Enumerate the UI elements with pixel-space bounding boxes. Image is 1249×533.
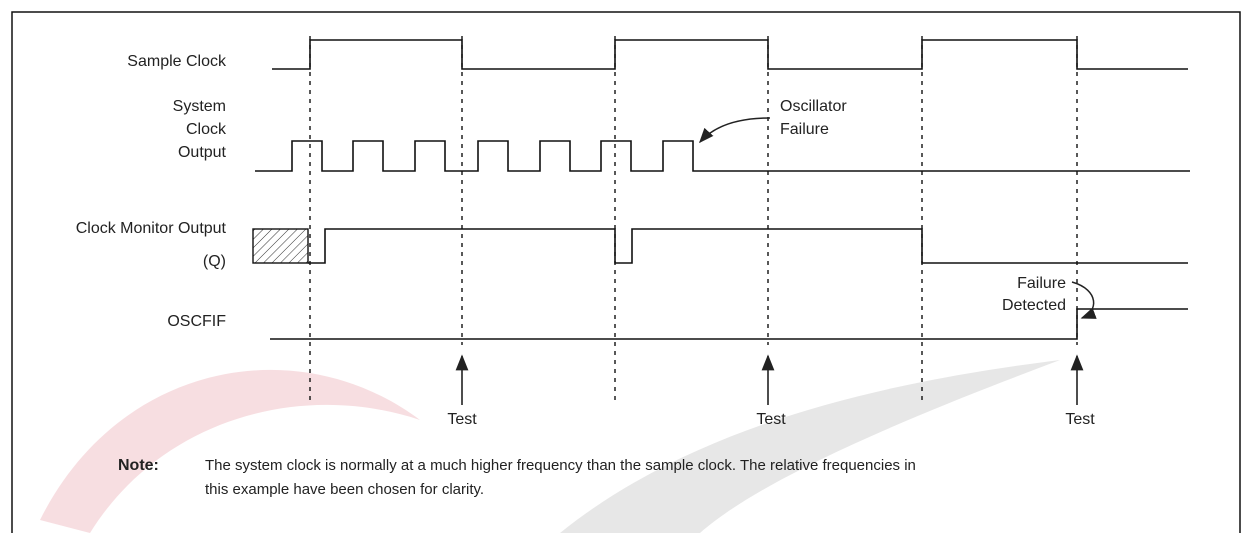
- note-label: Note:: [118, 457, 159, 474]
- signal-label: (Q): [203, 253, 226, 270]
- system-clock-wave: [255, 140, 1190, 172]
- signal-label: Clock: [186, 121, 227, 138]
- watermark: [560, 360, 1060, 533]
- oscfif-wave: [270, 308, 1188, 340]
- signal-label: OSCFIF: [167, 313, 226, 330]
- sample-clock-wave: [272, 39, 1188, 70]
- watermark: [40, 369, 420, 533]
- annotation: Detected: [1002, 297, 1066, 314]
- unknown-state: [252, 228, 309, 264]
- test-arrows: [455, 354, 1084, 405]
- clock-monitor-wave: [308, 228, 1188, 264]
- annotation: Oscillator: [780, 98, 847, 115]
- note-text: this example have been chosen for clarit…: [205, 481, 484, 498]
- annotation: Failure: [780, 121, 829, 138]
- annotation-arrow: [699, 117, 771, 144]
- annotation: Failure: [1017, 275, 1066, 292]
- test-label: Test: [756, 411, 786, 428]
- test-label: Test: [447, 411, 477, 428]
- test-label: Test: [1065, 411, 1095, 428]
- signal-label: Sample Clock: [127, 53, 227, 70]
- signal-label: System: [173, 98, 226, 115]
- annotation-arrow: [1071, 281, 1097, 319]
- note-text: The system clock is normally at a much h…: [205, 457, 916, 474]
- frame: [11, 11, 1241, 533]
- signal-label: Output: [178, 144, 227, 161]
- signal-label: Clock Monitor Output: [76, 220, 227, 237]
- dashed-guides: [309, 36, 1078, 405]
